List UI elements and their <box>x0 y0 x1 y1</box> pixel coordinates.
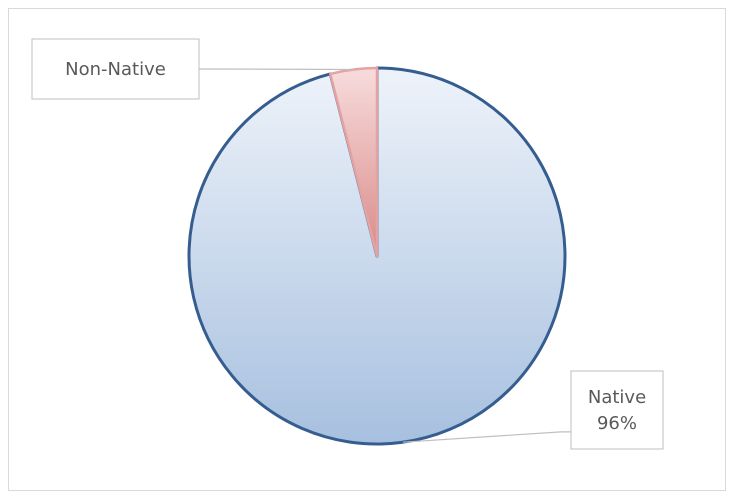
data-label-name: Native <box>588 387 646 408</box>
data-label-value: 96% <box>597 413 637 434</box>
data-label-native: Native 96% <box>570 370 664 450</box>
pie-slice-non-native <box>328 66 379 258</box>
data-label-box <box>570 370 664 450</box>
data-label-non-native: Non-Native <box>31 38 200 100</box>
leader-line-native <box>403 431 571 443</box>
data-label-box <box>31 38 200 100</box>
data-label-name: Non-Native <box>65 59 166 80</box>
